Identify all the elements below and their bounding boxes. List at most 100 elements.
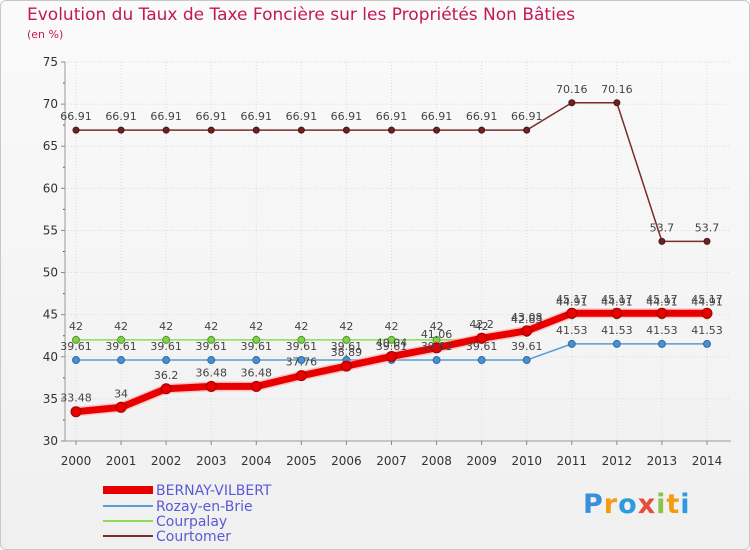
- logo-letter: P: [583, 489, 604, 520]
- data-label: 36.48: [241, 366, 273, 379]
- data-label: 70.16: [601, 83, 633, 96]
- data-point: [297, 126, 305, 134]
- data-label: 41.53: [646, 324, 678, 337]
- data-point: [388, 126, 395, 134]
- x-tick-label: 2008: [421, 454, 452, 468]
- proxiti-logo: Proxiti: [583, 489, 691, 520]
- data-label: 44.91: [646, 295, 678, 308]
- y-tick-label: 55: [43, 223, 58, 237]
- data-label: 42.83: [511, 313, 543, 326]
- data-point: [703, 339, 711, 348]
- data-label: 45.17: [691, 293, 723, 306]
- legend-label: Courtomer: [156, 529, 231, 545]
- data-point: [386, 350, 397, 362]
- data-point: [478, 126, 486, 134]
- data-point: [523, 126, 531, 134]
- x-tick-label: 2012: [602, 454, 633, 468]
- data-label: 39.61: [60, 340, 92, 353]
- data-point: [611, 307, 623, 319]
- data-point: [476, 332, 488, 344]
- data-label: 44.91: [556, 295, 588, 308]
- data-label: 66.91: [421, 110, 453, 123]
- data-point: [162, 126, 170, 134]
- data-label: 39.61: [195, 340, 227, 353]
- logo-letter: i: [656, 489, 667, 520]
- data-label: 45.17: [601, 293, 633, 306]
- data-label: 66.91: [60, 110, 92, 123]
- data-label: 42: [249, 320, 263, 333]
- data-point: [250, 380, 262, 392]
- x-tick-label: 2004: [241, 454, 272, 468]
- data-point: [566, 307, 578, 319]
- data-label: 66.91: [105, 110, 137, 123]
- data-label: 43.08: [511, 311, 543, 324]
- data-point: [207, 335, 216, 344]
- data-label: 41.06: [421, 328, 453, 341]
- data-label: 66.91: [466, 110, 498, 123]
- legend-label: Courpalay: [156, 514, 227, 530]
- data-point: [117, 335, 126, 344]
- data-label: 33.48: [60, 392, 92, 405]
- data-label: 42: [294, 320, 308, 333]
- chart-title: Evolution du Taux de Taxe Foncière sur l…: [27, 5, 576, 25]
- data-label: 70.16: [556, 83, 588, 96]
- x-tick-label: 2002: [151, 454, 182, 468]
- data-point: [295, 370, 307, 382]
- data-label: 44.91: [691, 295, 723, 308]
- data-point: [297, 356, 306, 365]
- data-label: 66.91: [331, 110, 363, 123]
- data-point: [117, 356, 126, 365]
- data-label: 42: [430, 320, 444, 333]
- data-point: [521, 325, 533, 337]
- legend-label: BERNAY-VILBERT: [156, 483, 272, 499]
- y-tick-label: 75: [43, 55, 58, 69]
- x-tick-label: 2000: [61, 454, 92, 468]
- data-label: 42: [114, 320, 128, 333]
- data-point: [70, 406, 82, 418]
- data-label: 40.04: [376, 336, 408, 349]
- data-label: 66.91: [150, 110, 182, 123]
- data-label: 42: [339, 320, 353, 333]
- data-label: 39.61: [105, 340, 137, 353]
- y-tick-label: 45: [43, 308, 58, 322]
- data-label: 36.2: [154, 369, 179, 382]
- data-point: [160, 383, 172, 395]
- data-label: 42: [385, 320, 399, 333]
- logo-letter: i: [680, 489, 691, 520]
- x-tick-label: 2011: [557, 454, 588, 468]
- data-point: [340, 360, 352, 372]
- data-label: 42: [475, 320, 489, 333]
- data-label: 42: [204, 320, 218, 333]
- logo-letter: o: [618, 489, 638, 520]
- data-label: 44.91: [601, 295, 633, 308]
- data-label: 42: [69, 320, 83, 333]
- y-tick-label: 35: [43, 392, 58, 406]
- data-point: [252, 356, 261, 365]
- data-point: [613, 99, 621, 107]
- data-label: 39.61: [150, 340, 182, 353]
- x-tick-label: 2003: [196, 454, 227, 468]
- y-tick-label: 60: [43, 181, 58, 195]
- data-label: 42.2: [469, 318, 494, 331]
- y-tick-label: 40: [43, 350, 58, 364]
- data-label: 45.17: [556, 293, 588, 306]
- data-label: 37.76: [286, 356, 318, 369]
- data-label: 53.7: [650, 221, 675, 234]
- data-point: [117, 126, 125, 134]
- series-line: [75, 102, 708, 243]
- data-point: [612, 339, 621, 348]
- data-label: 66.91: [195, 110, 227, 123]
- data-point: [205, 380, 217, 392]
- data-label: 36.48: [195, 366, 227, 379]
- data-label: 41.53: [556, 324, 588, 337]
- data-point: [297, 335, 306, 344]
- x-tick-label: 2013: [647, 454, 678, 468]
- y-unit-label: (en %): [27, 28, 64, 41]
- data-point: [432, 356, 441, 365]
- data-label: 53.7: [695, 221, 720, 234]
- data-label: 66.91: [376, 110, 408, 123]
- data-label: 41.53: [601, 324, 633, 337]
- legend-label: Rozay-en-Brie: [156, 499, 253, 515]
- data-label: 34: [114, 387, 128, 400]
